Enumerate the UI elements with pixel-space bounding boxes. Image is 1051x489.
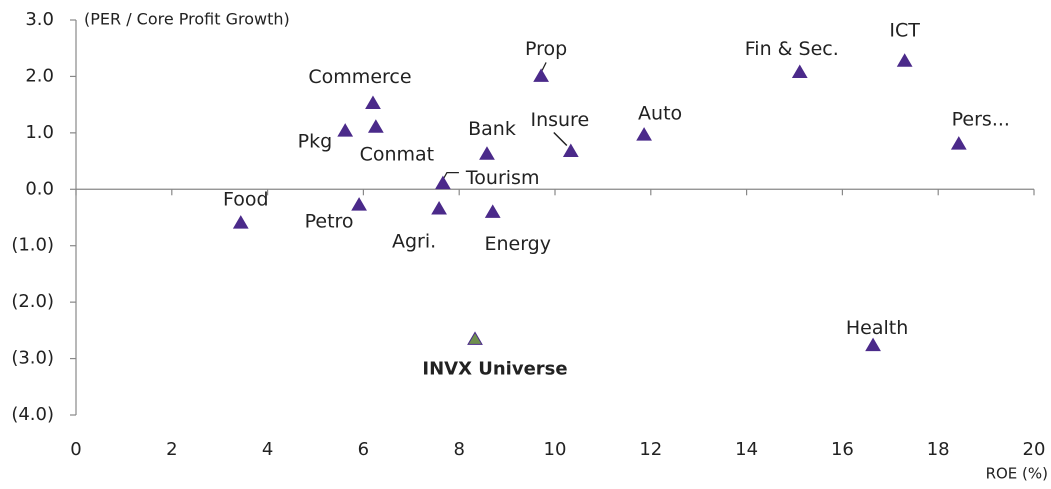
x-tick-label: 18 bbox=[927, 439, 950, 460]
point-label: Food bbox=[223, 189, 269, 211]
point-label: Agri. bbox=[392, 231, 436, 253]
leader-line bbox=[442, 172, 459, 180]
point bbox=[479, 146, 495, 160]
point-label: Conmat bbox=[360, 144, 435, 166]
point-label: INVX Universe bbox=[422, 358, 567, 379]
point bbox=[431, 201, 447, 215]
leader-line bbox=[553, 131, 568, 147]
x-axis-label: ROE (%) bbox=[986, 465, 1048, 483]
point bbox=[435, 175, 451, 190]
point-label: Prop bbox=[525, 38, 567, 60]
point-label: Commerce bbox=[308, 66, 411, 88]
point bbox=[791, 64, 808, 78]
point bbox=[337, 123, 354, 137]
point-label: Fin & Sec. bbox=[745, 38, 839, 60]
point-label: Energy bbox=[484, 233, 551, 255]
x-tick-label: 16 bbox=[831, 439, 854, 460]
y-tick-label: 0.0 bbox=[25, 178, 54, 199]
x-tick-label: 8 bbox=[453, 439, 464, 460]
point bbox=[484, 204, 501, 218]
point bbox=[636, 127, 652, 141]
x-tick-label: 2 bbox=[166, 439, 177, 460]
y-tick-label: (2.0) bbox=[11, 291, 54, 312]
point-label: Bank bbox=[468, 118, 516, 140]
point-label: Insure bbox=[530, 109, 589, 131]
y-tick-label: 1.0 bbox=[25, 122, 54, 143]
point bbox=[562, 143, 579, 157]
x-tick-label: 12 bbox=[639, 439, 662, 460]
x-tick-label: 20 bbox=[1023, 439, 1046, 460]
point bbox=[865, 337, 881, 352]
point-label: Auto bbox=[638, 103, 682, 125]
point bbox=[351, 197, 367, 211]
x-tick-label: 4 bbox=[262, 439, 273, 460]
point bbox=[367, 119, 384, 133]
point bbox=[950, 136, 967, 150]
point bbox=[467, 331, 483, 345]
x-tick-label: 14 bbox=[735, 439, 758, 460]
x-tick-label: 6 bbox=[358, 439, 369, 460]
leader-line bbox=[541, 62, 547, 71]
y-tick-label: (3.0) bbox=[11, 348, 54, 369]
point bbox=[365, 95, 381, 110]
point-label: Health bbox=[846, 317, 908, 339]
point-label: Tourism bbox=[465, 167, 540, 189]
point-label: Pers... bbox=[952, 109, 1010, 131]
y-tick-label: (1.0) bbox=[11, 235, 54, 256]
y-tick-label: 3.0 bbox=[25, 9, 54, 30]
x-tick-label: 10 bbox=[544, 439, 567, 460]
point bbox=[232, 215, 249, 229]
x-tick-label: 0 bbox=[70, 439, 81, 460]
y-tick-label: (4.0) bbox=[11, 404, 54, 425]
point-label: ICT bbox=[889, 20, 920, 42]
point bbox=[533, 68, 549, 82]
point-label: Pkg bbox=[298, 131, 333, 153]
point bbox=[896, 53, 913, 67]
point-label: Petro bbox=[305, 211, 354, 233]
y-axis-label: (PER / Core Profit Growth) bbox=[84, 10, 290, 29]
y-tick-label: 2.0 bbox=[25, 65, 54, 86]
